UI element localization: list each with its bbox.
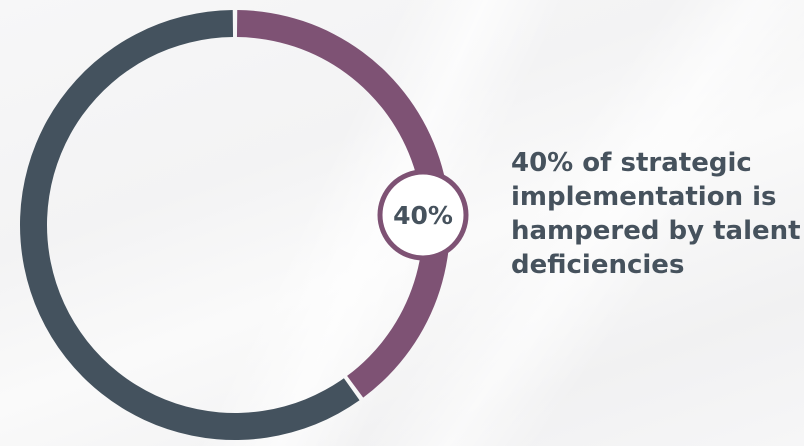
donut-slices xyxy=(19,10,450,441)
donut-chart: 40% xyxy=(19,10,469,441)
badge-circle xyxy=(377,169,469,261)
badge-label: 40% xyxy=(393,201,453,230)
center-badge: 40% xyxy=(377,169,469,261)
donut-slice-2 xyxy=(19,10,360,441)
donut-slice-1 xyxy=(236,10,450,398)
chart-caption: 40% of strategic implementation is hampe… xyxy=(511,148,801,280)
